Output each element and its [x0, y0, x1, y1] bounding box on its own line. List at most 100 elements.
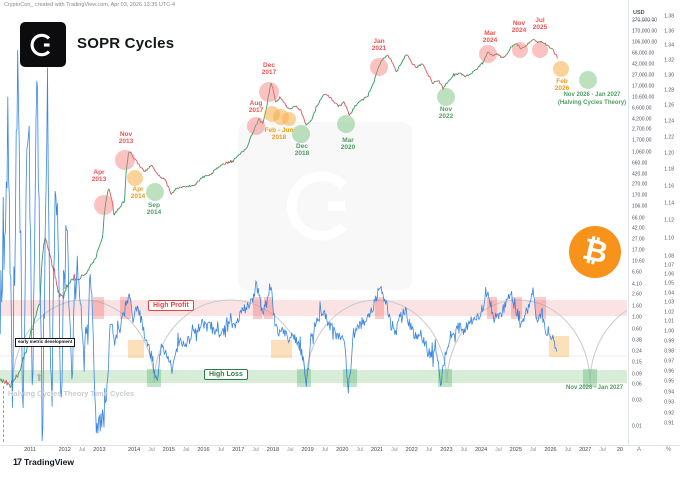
price-tick: 4,200.00: [632, 116, 652, 123]
price-tick: 27,000.00: [632, 72, 655, 79]
sopr-tick: 1.24: [664, 118, 674, 125]
price-line-segment: [311, 105, 317, 121]
cycle-marker-circle: [532, 42, 548, 58]
price-line-segment: [151, 164, 159, 176]
attribution-text: CryptoCon_ created with TradingView.com,…: [4, 2, 176, 8]
price-line-segment: [502, 54, 507, 59]
cycle-date-label: Aug 2017: [248, 100, 264, 115]
price-line-segment: [275, 100, 277, 103]
price-line-segment: [350, 108, 354, 114]
price-tick: 1,060.00: [632, 149, 652, 155]
auto-scale-button[interactable]: A: [637, 447, 642, 453]
price-line-segment: [533, 38, 537, 42]
price-line-segment: [514, 43, 516, 45]
price-tick: 6.60: [632, 269, 642, 276]
price-line-segment: [487, 51, 491, 55]
halving-cycle-arc: [589, 309, 627, 384]
price-line-segment: [335, 102, 339, 107]
price-line-segment: [438, 80, 444, 90]
price-line-segment: [262, 82, 272, 124]
price-tick: 0.01: [632, 423, 642, 430]
price-tick: 0.38: [632, 337, 642, 344]
cycle-date-label: Mar 2024: [482, 30, 498, 45]
price-line-segment: [435, 80, 438, 82]
price-line-segment: [217, 166, 219, 169]
price-line-segment: [542, 42, 545, 44]
start-dashed-line: [3, 386, 4, 442]
price-line-segment: [366, 91, 370, 98]
transition-box: [271, 340, 292, 358]
sopr-tick: 1.14: [664, 200, 674, 207]
price-line-segment: [305, 121, 310, 126]
tradingview-logo[interactable]: 17 TradingView: [13, 457, 74, 467]
price-line-segment: [270, 82, 277, 103]
cycle-top-bar: [375, 297, 384, 319]
sopr-tick: 0.95: [664, 378, 674, 385]
price-line-segment: [130, 151, 139, 165]
price-line-segment: [118, 201, 124, 210]
price-tick: 270,000.00: [632, 17, 658, 24]
jul-tick: Jul: [287, 447, 294, 453]
price-line-segment: [343, 101, 350, 116]
price-line-segment: [299, 109, 301, 111]
price-line-segment: [390, 58, 397, 73]
price-line-segment: [471, 68, 477, 74]
price-tick: 42.00: [632, 225, 645, 232]
price-line-segment: [77, 279, 79, 281]
price-line-segment: [81, 274, 84, 277]
price-line-segment: [291, 105, 295, 109]
cycle-date-label: Dec 2017: [261, 62, 277, 77]
cryptocon-c-icon: [286, 171, 347, 241]
price-line-segment: [242, 149, 245, 153]
sopr-tick: 0.97: [664, 358, 674, 365]
price-line-segment: [530, 38, 535, 43]
price-line-segment: [258, 117, 261, 123]
price-line-segment: [167, 185, 172, 195]
cycle-marker-circle: [479, 45, 497, 63]
year-tick: 2014: [127, 447, 141, 453]
price-line-segment: [83, 188, 110, 277]
jul-tick: Jul: [356, 447, 363, 453]
price-line-segment: [235, 151, 243, 159]
price-line-segment: [158, 174, 161, 179]
cycle-date-label: Feb - Jun 2018: [264, 127, 294, 142]
sopr-tick: 1.00: [664, 328, 674, 335]
cycle-top-bar: [253, 297, 262, 319]
cycle-marker-circle: [370, 58, 388, 76]
price-tick: 270.00: [632, 181, 648, 188]
cycle-marker-circle: [553, 61, 569, 77]
price-tick: 10.60: [632, 258, 645, 265]
year-tick: 2025: [509, 447, 522, 453]
year-tick: 2018: [266, 447, 280, 453]
price-line-segment: [396, 55, 406, 73]
price-line-segment: [205, 174, 207, 177]
price-tick: 0.15: [632, 359, 642, 366]
price-line-segment: [552, 48, 558, 59]
price-line-segment: [348, 112, 352, 116]
sopr-tick: 1.06: [664, 271, 674, 278]
price-line-segment: [206, 174, 209, 177]
halving-cycle-arc: [446, 299, 591, 384]
price-axis-border: [628, 0, 629, 445]
sopr-tick: 0.99: [664, 338, 674, 345]
price-line-segment: [499, 54, 502, 58]
time-axis-border: [0, 445, 680, 446]
price-line-segment: [208, 173, 211, 176]
year-tick: 2020: [336, 447, 349, 453]
year-tick: 2016: [197, 447, 210, 453]
cycle-date-label: Dec 2018: [294, 143, 310, 158]
up-arrow-marker: ⬆: [35, 373, 44, 384]
price-line-segment: [406, 54, 414, 66]
price-tick: 6,600.00: [632, 105, 652, 112]
sopr-tick: 0.93: [664, 399, 674, 406]
price-line-segment: [537, 41, 539, 44]
price-line-segment: [7, 382, 12, 388]
cycle-marker-circle: [259, 82, 279, 102]
percent-scale-button[interactable]: %: [666, 447, 672, 453]
jul-tick: Jul: [564, 447, 572, 453]
sopr-tick: 1.30: [664, 72, 674, 79]
sopr-tick: 1.28: [664, 87, 674, 94]
price-line-segment: [244, 118, 260, 150]
price-line-segment: [276, 99, 279, 102]
